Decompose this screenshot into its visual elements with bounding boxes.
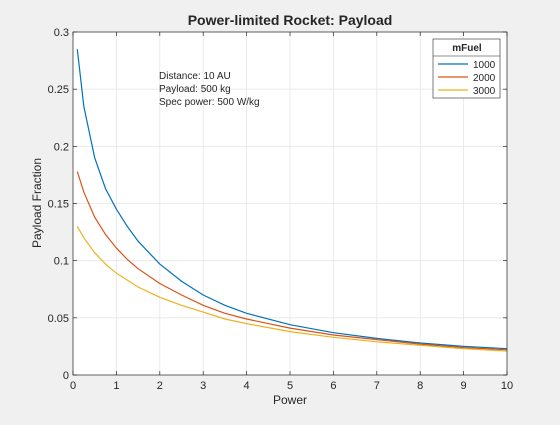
y-tick-label: 0.15 <box>48 199 69 211</box>
x-tick-label: 10 <box>501 380 513 392</box>
x-axis-label: Power <box>273 393 307 407</box>
y-axis-label: Payload Fraction <box>30 158 44 248</box>
x-tick-label: 1 <box>113 380 119 392</box>
x-axis-ticks: 0 1 2 3 4 5 6 7 8 9 10 <box>70 32 513 392</box>
y-axis-ticks: 0 0.05 0.1 0.15 0.2 0.25 0.3 <box>48 27 507 382</box>
series-line-2000 <box>76 171 508 351</box>
legend: mFuel 1000 2000 3000 <box>432 38 501 99</box>
y-tick-label: 0 <box>63 370 69 382</box>
legend-title: mFuel <box>452 43 482 54</box>
annotation-line: Payload: 500 kg <box>159 84 231 95</box>
x-tick-label: 8 <box>417 380 423 392</box>
y-tick-label: 0.3 <box>54 27 69 39</box>
y-tick-label: 0.05 <box>48 313 69 325</box>
annotation: Distance: 10 AU Payload: 500 kg Spec pow… <box>159 71 260 108</box>
x-tick-label: 9 <box>461 380 467 392</box>
x-tick-label: 0 <box>70 380 76 392</box>
annotation-line: Spec power: 500 W/kg <box>159 97 260 108</box>
x-tick-label: 2 <box>157 380 163 392</box>
legend-label-3000: 3000 <box>473 86 496 97</box>
y-tick-label: 0.25 <box>48 84 69 96</box>
y-tick-label: 0.1 <box>54 256 69 268</box>
series-line-1000 <box>76 49 508 350</box>
x-tick-label: 4 <box>244 380 250 392</box>
legend-label-2000: 2000 <box>473 73 496 84</box>
series-lines <box>76 49 508 352</box>
legend-entries: 1000 2000 3000 <box>438 60 496 97</box>
x-tick-label: 3 <box>200 380 206 392</box>
x-tick-label: 5 <box>287 380 293 392</box>
chart-title: Power-limited Rocket: Payload <box>188 12 393 28</box>
x-tick-label: 7 <box>374 380 380 392</box>
series-line-3000 <box>76 226 508 352</box>
legend-label-1000: 1000 <box>473 60 496 71</box>
legend-box <box>432 38 501 99</box>
y-tick-label: 0.2 <box>54 141 69 153</box>
annotation-line: Distance: 10 AU <box>159 71 231 82</box>
x-tick-label: 6 <box>330 380 336 392</box>
